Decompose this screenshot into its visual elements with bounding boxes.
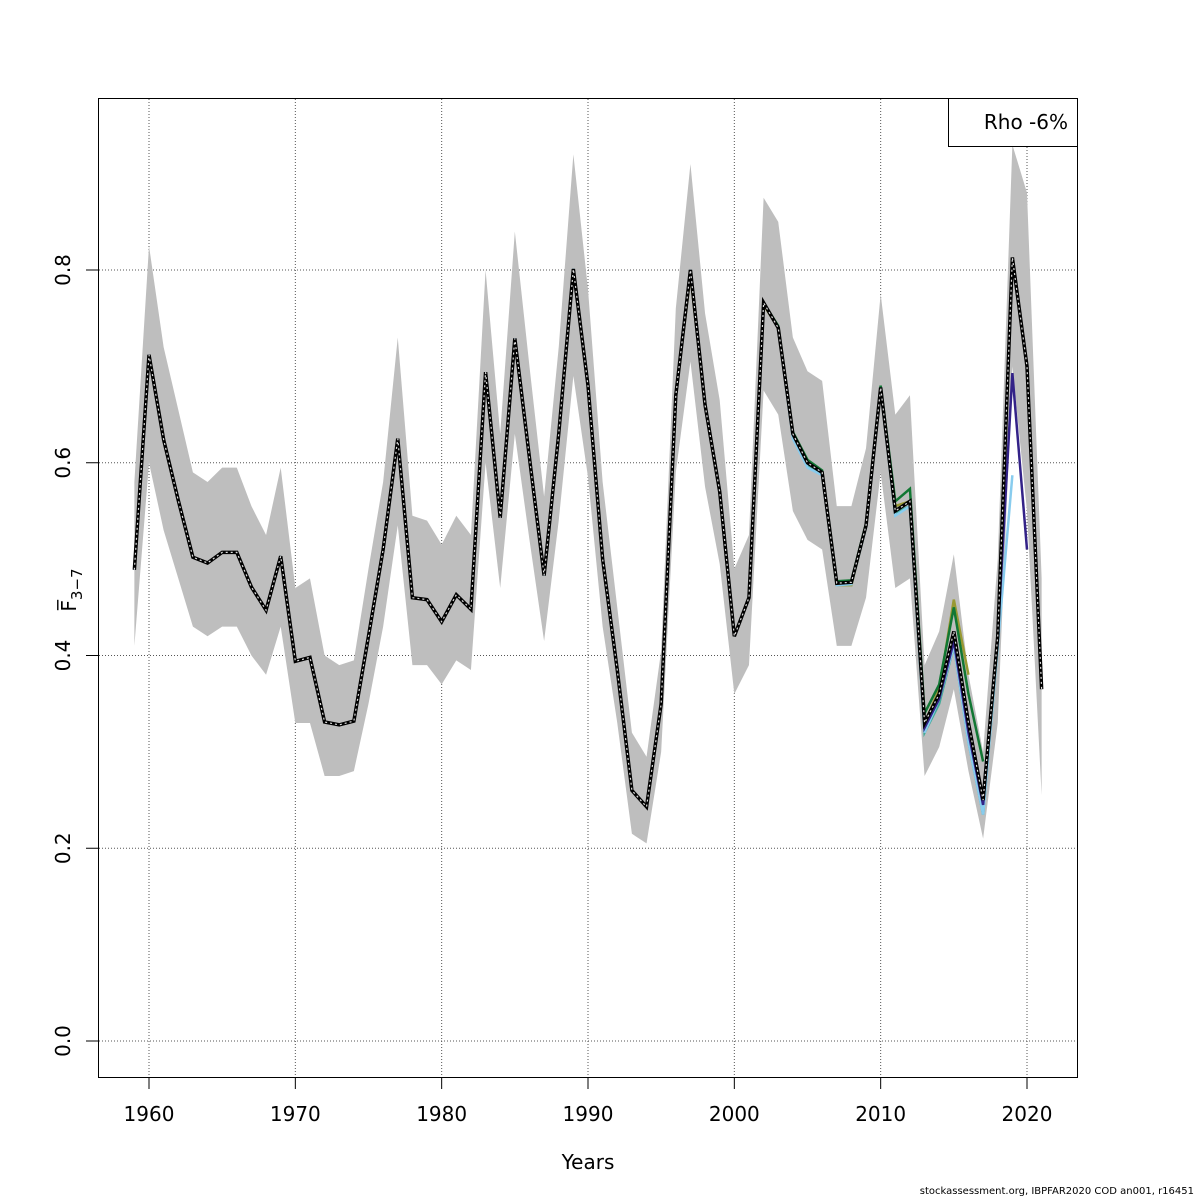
y-tick-label: 0.0 <box>51 1025 75 1057</box>
x-tick-label: 2010 <box>855 1102 906 1126</box>
y-axis-label-main: F̅ <box>56 599 81 612</box>
legend-box <box>948 98 1078 147</box>
y-tick-label: 0.6 <box>51 447 75 479</box>
legend-text: Rho -6% <box>984 110 1068 134</box>
x-tick-label: 1990 <box>563 1102 614 1126</box>
y-tick-label: 0.4 <box>51 640 75 672</box>
x-axis-label: Years <box>561 1150 615 1174</box>
y-tick-label: 0.8 <box>51 254 75 286</box>
x-tick-label: 2020 <box>1002 1102 1053 1126</box>
y-axis-label-subscript: 3−7 <box>68 568 86 600</box>
series-base-dots <box>133 257 1043 809</box>
x-tick-label: 1970 <box>270 1102 321 1126</box>
x-tick-label: 1960 <box>124 1102 175 1126</box>
y-axis-label: F̅3−7 <box>56 568 86 611</box>
y-axis: 0.0 0.2 0.4 0.6 0.8 <box>51 254 98 1057</box>
series-lines <box>132 257 1044 815</box>
x-tick-label: 1980 <box>416 1102 467 1126</box>
y-tick-label: 0.2 <box>51 832 75 864</box>
x-axis: 1960 1970 1980 1990 2000 2010 2020 <box>124 1077 1053 1126</box>
svg-text:F̅3−7: F̅3−7 <box>56 568 86 611</box>
x-tick-label: 2000 <box>709 1102 760 1126</box>
legend: Rho -6% <box>948 98 1078 147</box>
footer-credit: stockassessment.org, IBPFAR2020 COD an00… <box>919 1186 1194 1197</box>
